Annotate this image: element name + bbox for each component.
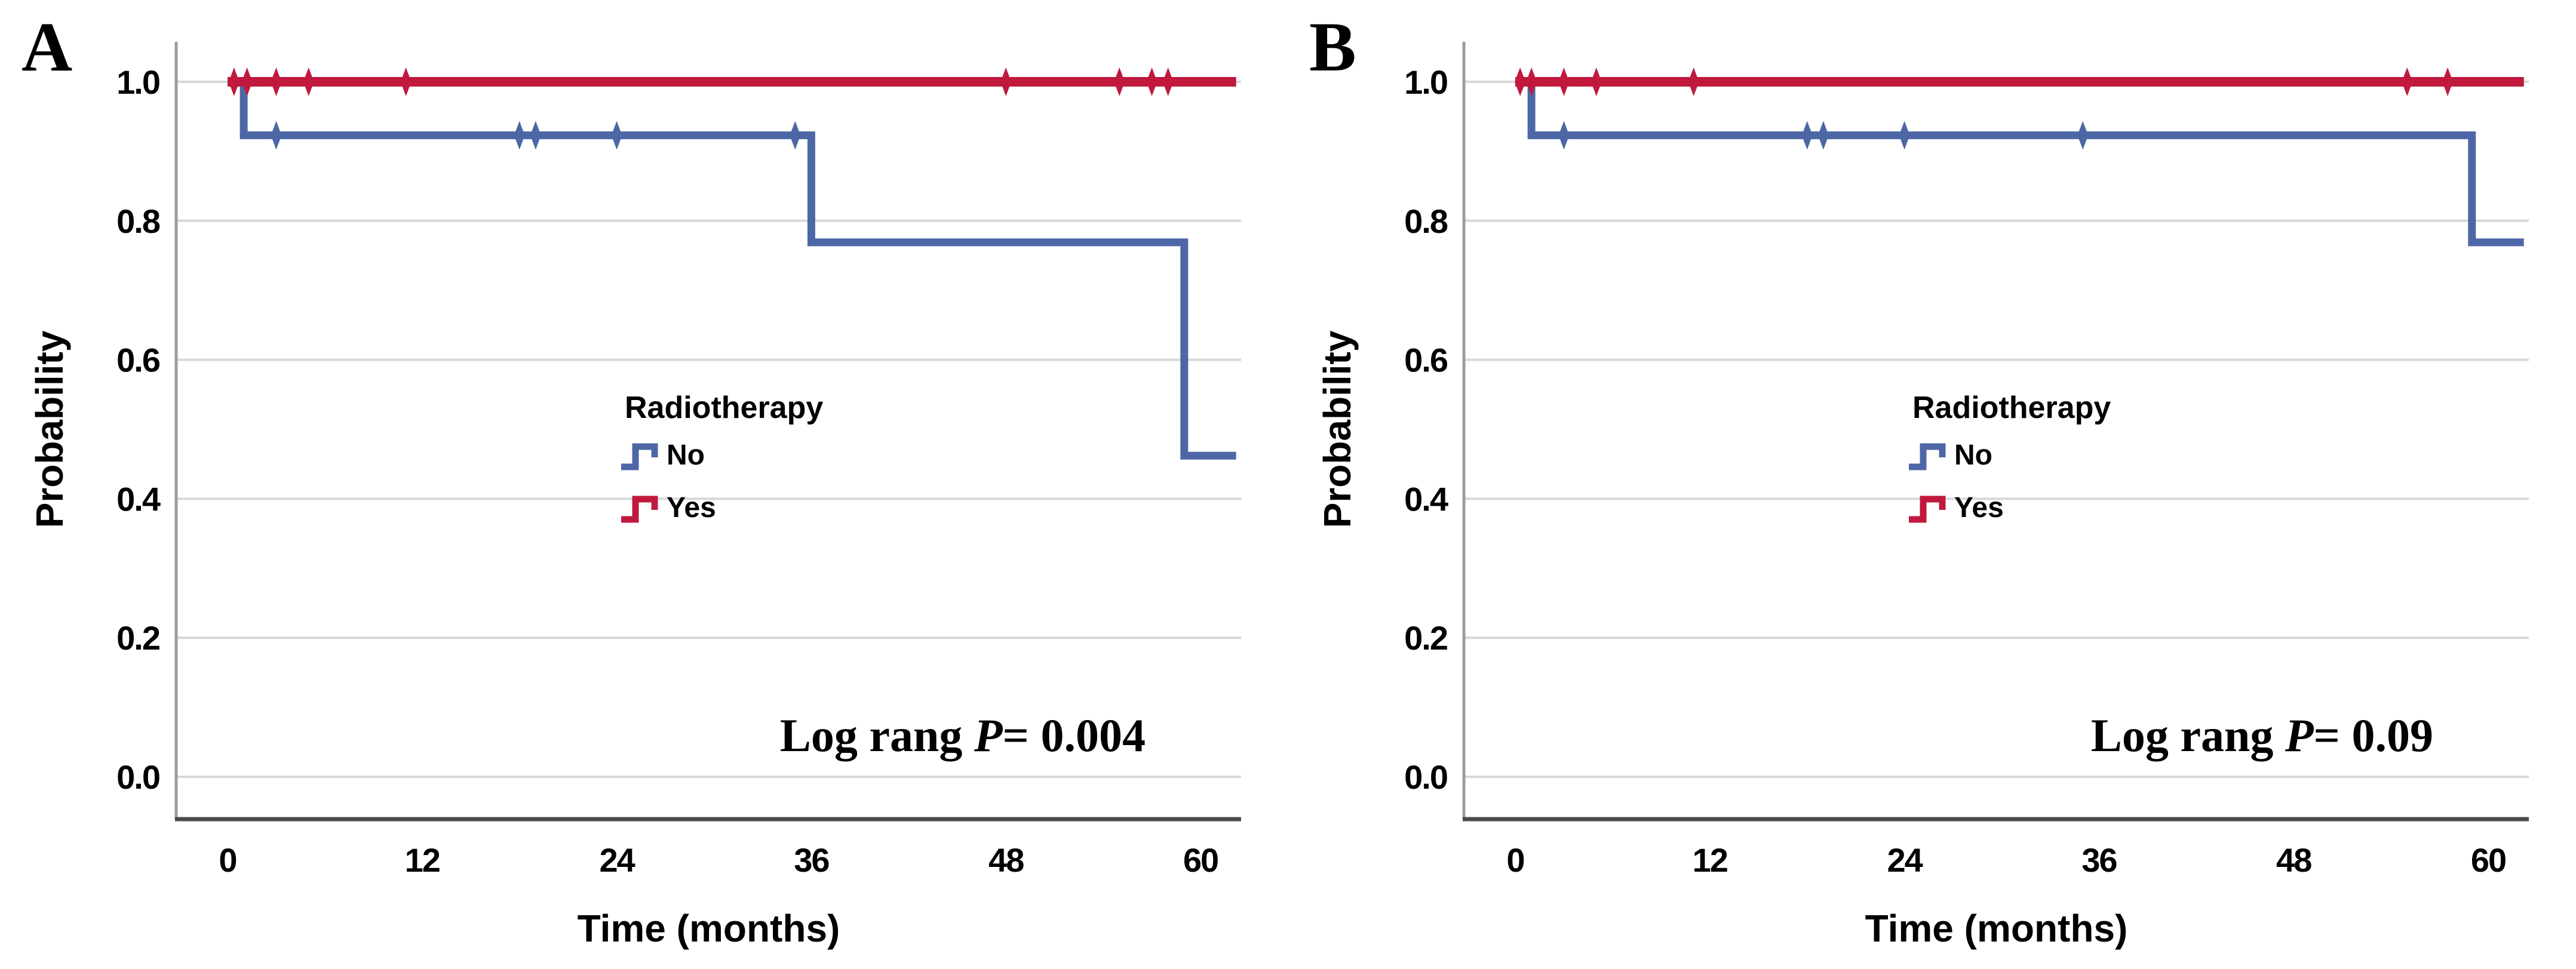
censor-mark-yes (1591, 67, 1602, 96)
legend-item-no: No (667, 439, 705, 471)
x-tick-labels: 0 12 24 36 48 60 (219, 841, 1219, 879)
y-tick-label: 1.0 (116, 63, 159, 101)
legend-item-yes: Yes (667, 492, 716, 524)
censor-mark-no (1899, 121, 1910, 150)
legend-key-no-icon (621, 443, 658, 470)
censor-mark-yes (1162, 67, 1174, 96)
y-axis-title: Probability (28, 330, 71, 528)
censor-marks (228, 67, 1174, 150)
km-plot-a: 1.0 0.8 0.6 0.4 0.2 0.0 0 12 24 36 48 60 Time (month… (22, 8, 1241, 950)
censor-mark-yes (1526, 67, 1537, 96)
y-tick-label: 0.6 (116, 342, 160, 379)
y-tick-label: 0.4 (1404, 480, 1448, 518)
censor-mark-no (271, 121, 282, 150)
x-tick-label: 12 (1693, 841, 1727, 879)
legend: Radiotherapy No Yes (621, 390, 823, 524)
censor-mark-yes (271, 67, 282, 96)
legend-key-yes-icon (621, 496, 658, 523)
censor-mark-yes (2442, 67, 2454, 96)
censor-mark-no (790, 121, 801, 150)
panel-b: 1.0 0.8 0.6 0.4 0.2 0.0 0 12 24 36 48 60 Time (month… (1288, 0, 2575, 969)
censor-mark-yes (1146, 67, 1157, 96)
x-axis-title: Time (months) (1865, 907, 2128, 950)
legend-key-no-icon (1909, 443, 1946, 470)
x-tick-label: 36 (794, 841, 829, 879)
survival-curves (1515, 77, 2524, 247)
censor-mark-yes (1688, 67, 1699, 96)
y-tick-label: 0.8 (116, 202, 160, 240)
gridlines (1464, 81, 2529, 778)
censor-mark-yes (303, 67, 314, 96)
censor-mark-no (1801, 121, 1813, 150)
y-tick-label: 0.6 (1404, 342, 1448, 379)
y-tick-label: 0.0 (1404, 758, 1447, 796)
censor-mark-no (514, 121, 525, 150)
survival-curves (228, 77, 1236, 460)
logrank-pvalue: Log rang P= 0.004 (780, 709, 1146, 761)
logrank-p-symbol: P (2285, 709, 2314, 761)
logrank-prefix: Log rang (780, 709, 974, 761)
logrank-value: = 0.004 (1003, 709, 1146, 761)
x-tick-label: 60 (2471, 841, 2506, 879)
y-tick-labels: 1.0 0.8 0.6 0.4 0.2 0.0 (116, 63, 162, 796)
x-tick-label: 24 (599, 841, 635, 879)
x-tick-label: 0 (219, 841, 236, 879)
censor-mark-no (530, 121, 541, 150)
y-tick-label: 0.0 (116, 758, 159, 796)
logrank-value: = 0.09 (2314, 709, 2433, 761)
x-tick-label: 60 (1183, 841, 1218, 879)
gridlines (176, 81, 1241, 778)
panel-letter: A (22, 8, 72, 86)
censor-mark-yes (1515, 67, 1526, 96)
logrank-prefix: Log rang (2091, 709, 2285, 761)
y-tick-labels: 1.0 0.8 0.6 0.4 0.2 0.0 (1404, 63, 1450, 796)
y-tick-label: 0.4 (116, 480, 161, 518)
censor-mark-yes (1558, 67, 1570, 96)
x-tick-label: 36 (2081, 841, 2117, 879)
y-axis-title: Probability (1316, 330, 1359, 528)
km-plot-b: 1.0 0.8 0.6 0.4 0.2 0.0 0 12 24 36 48 60 Time (month… (1309, 8, 2529, 950)
x-tick-label: 12 (405, 841, 440, 879)
x-tick-labels: 0 12 24 36 48 60 (1506, 841, 2507, 879)
legend-item-yes: Yes (1954, 492, 2004, 524)
panel-letter: B (1309, 8, 1356, 86)
x-tick-label: 48 (2276, 841, 2311, 879)
logrank-pvalue: Log rang P= 0.09 (2091, 709, 2433, 761)
censor-mark-yes (1000, 67, 1012, 96)
logrank-p-symbol: P (974, 709, 1003, 761)
censor-marks (1515, 67, 2454, 150)
x-axis-title: Time (months) (578, 907, 840, 950)
y-tick-label: 0.2 (1404, 619, 1447, 657)
x-tick-label: 0 (1506, 841, 1524, 879)
censor-mark-yes (241, 67, 253, 96)
legend-key-yes-icon (1909, 496, 1946, 523)
curve-no (1515, 78, 2524, 247)
legend-title: Radiotherapy (1912, 390, 2111, 425)
legend-title: Radiotherapy (625, 390, 823, 425)
legend: Radiotherapy No Yes (1909, 390, 2111, 524)
y-tick-label: 0.8 (1404, 202, 1448, 240)
panel-a: 1.0 0.8 0.6 0.4 0.2 0.0 0 12 24 36 48 60 Time (month… (22, 8, 1241, 950)
legend-item-no: No (1954, 439, 1992, 471)
censor-mark-no (2077, 121, 2089, 150)
curve-no (228, 78, 1236, 460)
censor-mark-no (1817, 121, 1829, 150)
x-tick-label: 48 (988, 841, 1024, 879)
censor-mark-no (1558, 121, 1570, 150)
censor-mark-no (611, 121, 622, 150)
y-tick-label: 0.2 (116, 619, 159, 657)
censor-mark-yes (1114, 67, 1125, 96)
y-tick-label: 1.0 (1404, 63, 1447, 101)
censor-mark-yes (2402, 67, 2413, 96)
censor-mark-yes (400, 67, 412, 96)
x-tick-label: 24 (1887, 841, 1923, 879)
censor-mark-yes (228, 67, 240, 96)
